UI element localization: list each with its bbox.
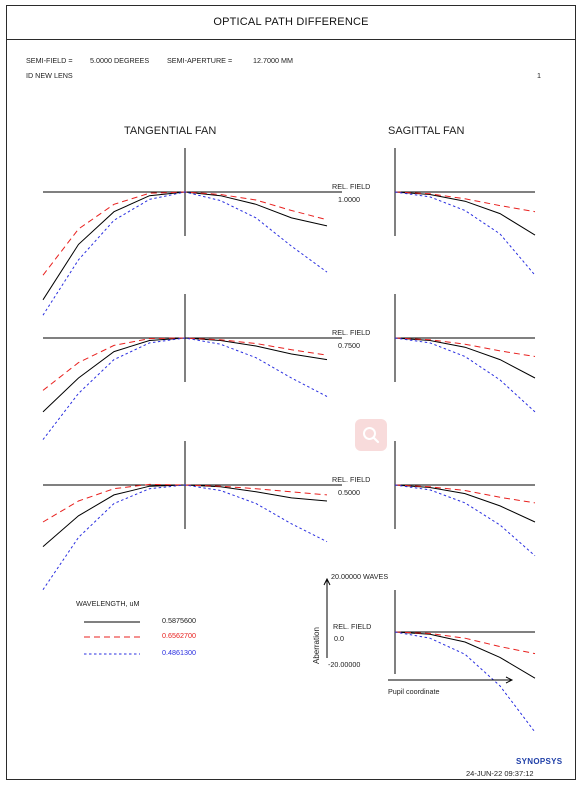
pupil-arrow-head xyxy=(505,676,514,684)
tangential-field-1-curve-1 xyxy=(42,337,328,391)
magnifier-icon xyxy=(363,427,380,444)
rel-field-value-1: 0.7500 xyxy=(338,341,360,350)
scale-bottom-label: -20.00000 xyxy=(328,660,360,669)
scale-top-label: 20.00000 WAVES xyxy=(331,572,388,581)
legend-label-1: 0.6562700 xyxy=(162,631,196,640)
lens-id: ID NEW LENS xyxy=(26,71,73,80)
rel-field-value-3: 0.0 xyxy=(334,634,344,643)
semi-aperture-value: 12.7000 MM xyxy=(253,56,293,65)
tangential-field-0-curve-2 xyxy=(42,191,328,316)
x-axis-label: Pupil coordinate xyxy=(388,687,440,696)
rel-field-label-1: REL. FIELD xyxy=(332,328,370,337)
semi-field-label: SEMI-FIELD = xyxy=(26,56,73,65)
sagittal-field-3-curve-0 xyxy=(394,631,536,679)
rel-field-label-0: REL. FIELD xyxy=(332,182,370,191)
sagittal-field-3-curve-2 xyxy=(394,631,536,733)
sagittal-field-0-curve-2 xyxy=(394,191,536,276)
rel-field-value-0: 1.0000 xyxy=(338,195,360,204)
zoom-button[interactable] xyxy=(355,419,387,451)
legend-label-2: 0.4861300 xyxy=(162,648,196,657)
rel-field-label-2: REL. FIELD xyxy=(332,475,370,484)
sagittal-fan-header: SAGITTAL FAN xyxy=(388,125,465,137)
scale-arrow-head xyxy=(323,577,331,586)
legend-title: WAVELENGTH, uM xyxy=(76,599,140,608)
tangential-field-2-curve-2 xyxy=(42,484,328,590)
sagittal-field-1-curve-2 xyxy=(394,337,536,413)
brand-logo: SYNOPSYS xyxy=(516,757,563,766)
y-axis-label: Aberration xyxy=(312,627,321,664)
sagittal-field-1-curve-1 xyxy=(394,337,536,357)
legend-label-0: 0.5875600 xyxy=(162,616,196,625)
tangential-fan-header: TANGENTIAL FAN xyxy=(124,125,217,137)
sagittal-field-2-curve-1 xyxy=(394,484,536,504)
sagittal-field-3-curve-1 xyxy=(394,631,536,655)
semi-field-value: 5.0000 DEGREES xyxy=(90,56,150,65)
rel-field-value-2: 0.5000 xyxy=(338,488,360,497)
tangential-field-1-curve-2 xyxy=(42,337,328,440)
page-number: 1 xyxy=(537,71,541,80)
rel-field-label-3: REL. FIELD xyxy=(333,622,371,631)
sagittal-field-0-curve-1 xyxy=(394,191,536,213)
report-page: OPTICAL PATH DIFFERENCE xyxy=(6,5,576,780)
title-bar: OPTICAL PATH DIFFERENCE xyxy=(7,6,575,40)
timestamp: 24-JUN-22 09:37:12 xyxy=(466,769,534,778)
semi-aperture-label: SEMI-APERTURE = xyxy=(167,56,233,65)
page-title: OPTICAL PATH DIFFERENCE xyxy=(213,16,369,28)
sagittal-field-2-curve-2 xyxy=(394,484,536,557)
